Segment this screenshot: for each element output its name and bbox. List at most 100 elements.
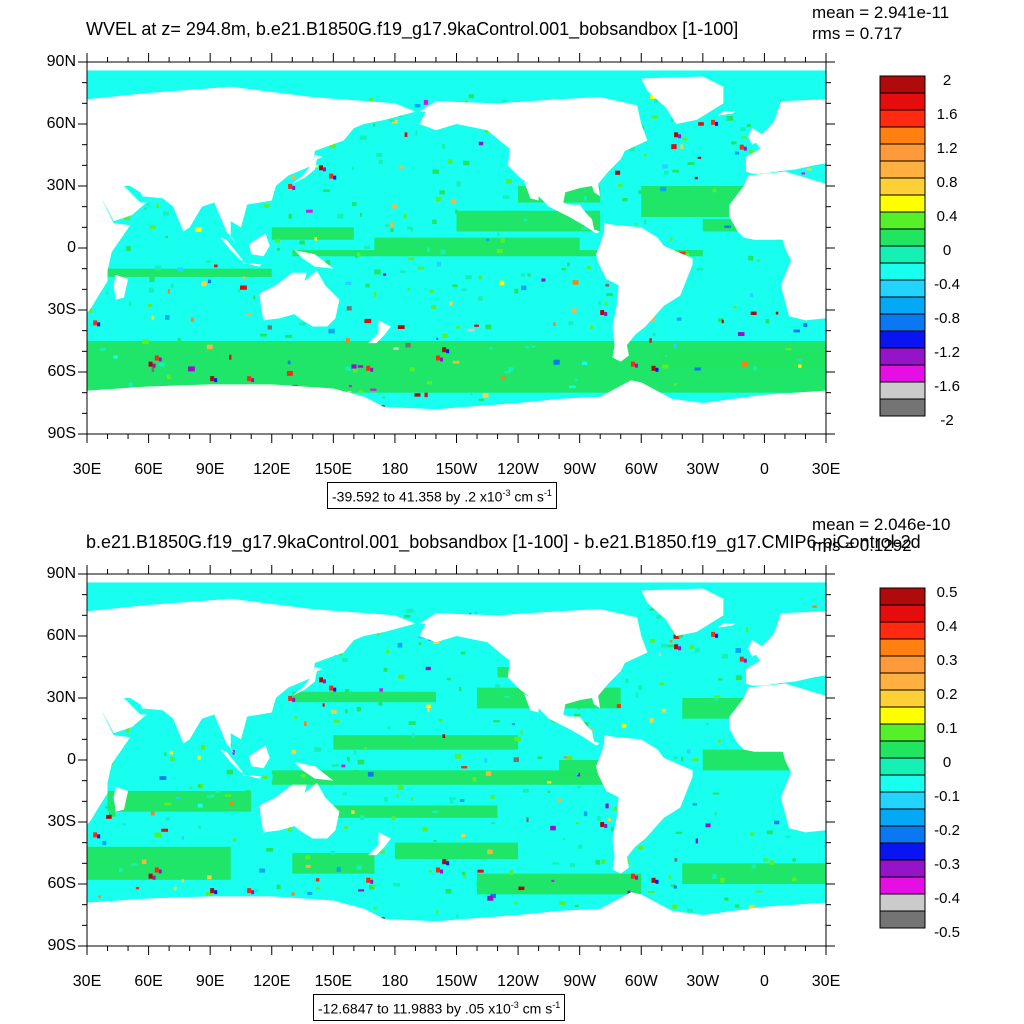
lon-tick-label: 0 (759, 973, 769, 990)
colorbar-label: -1.6 (934, 378, 960, 395)
colorbar-label: 0.1 (936, 720, 958, 737)
colorbar-label: 0.5 (936, 584, 958, 601)
colorbar-swatch (879, 757, 926, 776)
colorbar-swatch (879, 279, 926, 298)
lon-tick-label: 150E (314, 461, 353, 478)
lon-tick-label: 90E (195, 973, 225, 990)
lat-tick-label: 0 (67, 751, 76, 768)
colorbar-label: 0.4 (936, 618, 958, 635)
lon-tick-label: 180 (381, 973, 409, 990)
colorbar-label: -0.5 (934, 924, 960, 941)
lat-tick-label: 30N (46, 689, 76, 706)
colorbar-swatch (879, 262, 926, 281)
info-unit: cm s (510, 488, 544, 505)
colorbar-swatch (879, 808, 926, 827)
colorbar-label: 0 (942, 242, 952, 259)
info-range: -39.592 to 41.358 by .2 x10 (332, 488, 503, 505)
colorbar-label: -0.2 (934, 822, 960, 839)
lon-tick-label: 90E (195, 461, 225, 478)
lat-tick-label: 60S (47, 875, 76, 892)
colorbar-swatch (879, 211, 926, 230)
colorbar-swatch (879, 296, 926, 315)
rms-stat: rms = 0.1292 (812, 536, 912, 555)
colorbar-swatch (879, 740, 926, 759)
lon-tick-label: 60W (624, 973, 658, 990)
colorbar-label: 0.2 (936, 686, 958, 703)
lon-tick-label: 0 (759, 461, 769, 478)
colorbar-label: 0.4 (936, 208, 958, 225)
colorbar-swatch (879, 604, 926, 623)
colorbar-label: 0.3 (936, 652, 958, 669)
colorbar-label: -2 (940, 412, 954, 429)
lon-tick-label: 120W (497, 461, 539, 478)
map-panel-2 (78, 565, 926, 955)
colorbar-swatch (879, 842, 926, 861)
colorbar-swatch (879, 587, 926, 606)
colorbar-label: 2 (942, 72, 952, 89)
lon-tick-label: 120E (253, 973, 291, 990)
lon-tick-label: 120W (497, 973, 539, 990)
lon-tick-label: 30E (72, 461, 102, 478)
colorbar-label: 0 (942, 754, 952, 771)
lat-tick-label: 90N (46, 53, 76, 70)
colorbar-label: 0.8 (936, 174, 958, 191)
lon-tick-label: 30E (72, 973, 102, 990)
colorbar-swatch (879, 143, 926, 162)
colorbar-swatch (879, 126, 926, 145)
colorbar-swatch (879, 825, 926, 844)
colorbar-label: -0.4 (934, 890, 960, 907)
info-unit-exponent: -1 (543, 488, 552, 498)
lon-tick-label: 30E (811, 461, 841, 478)
colorbar-label: -0.4 (934, 276, 960, 293)
lon-tick-label: 60E (134, 973, 163, 990)
lat-tick-label: 30S (47, 813, 76, 830)
info-exponent: -3 (502, 488, 511, 498)
mean-stat: mean = 2.046e-10 (812, 515, 951, 534)
land-mask (82, 76, 826, 434)
info-exponent: -3 (510, 1000, 519, 1010)
map-panel-1 (78, 53, 926, 443)
lat-tick-label: 60S (47, 363, 76, 380)
colorbar-swatch (879, 672, 926, 691)
colorbar-swatch (879, 723, 926, 742)
colorbar-swatch (879, 245, 926, 264)
colorbar-swatch (879, 398, 926, 417)
colorbar-swatch (879, 910, 926, 929)
lon-tick-label: 30W (686, 461, 720, 478)
colorbar-label: 1.2 (936, 140, 958, 157)
ocean-field (87, 582, 826, 922)
chart-title: WVEL at z= 294.8m, b.e21.B1850G.f19_g17.… (86, 19, 739, 39)
colorbar-swatch (879, 92, 926, 111)
colorbar-swatch (879, 893, 926, 912)
colorbar (879, 587, 926, 929)
colorbar-swatch (879, 859, 926, 878)
contour-info-box: -39.592 to 41.358 by .2 x10-3 cm s-1 (327, 482, 557, 509)
colorbar-swatch (879, 109, 926, 128)
colorbar-swatch (879, 313, 926, 332)
lon-tick-label: 150E (314, 973, 353, 990)
ocean-field (87, 70, 826, 410)
lat-tick-label: 90S (47, 937, 76, 954)
colorbar-swatch (879, 75, 926, 94)
land-mask (82, 588, 826, 946)
colorbar-label: 1.6 (936, 106, 958, 123)
colorbar-swatch (879, 194, 926, 213)
colorbar-swatch (879, 876, 926, 895)
lon-tick-label: 120E (253, 461, 291, 478)
lat-tick-label: 30N (46, 177, 76, 194)
lon-tick-label: 150W (435, 461, 478, 478)
colorbar-swatch (879, 160, 926, 179)
lat-tick-label: 0 (67, 239, 76, 256)
colorbar-swatch (879, 330, 926, 349)
mean-stat: mean = 2.941e-11 (812, 3, 950, 22)
lat-tick-label: 60N (46, 115, 76, 132)
colorbar-swatch (879, 655, 926, 674)
lon-tick-label: 150W (435, 973, 478, 990)
lon-tick-label: 180 (381, 461, 409, 478)
lon-tick-label: 30W (686, 973, 720, 990)
info-unit-exponent: -1 (552, 1000, 561, 1010)
colorbar-swatch (879, 177, 926, 196)
colorbar-swatch (879, 791, 926, 810)
colorbar-swatch (879, 689, 926, 708)
info-unit: cm s (518, 1000, 553, 1017)
